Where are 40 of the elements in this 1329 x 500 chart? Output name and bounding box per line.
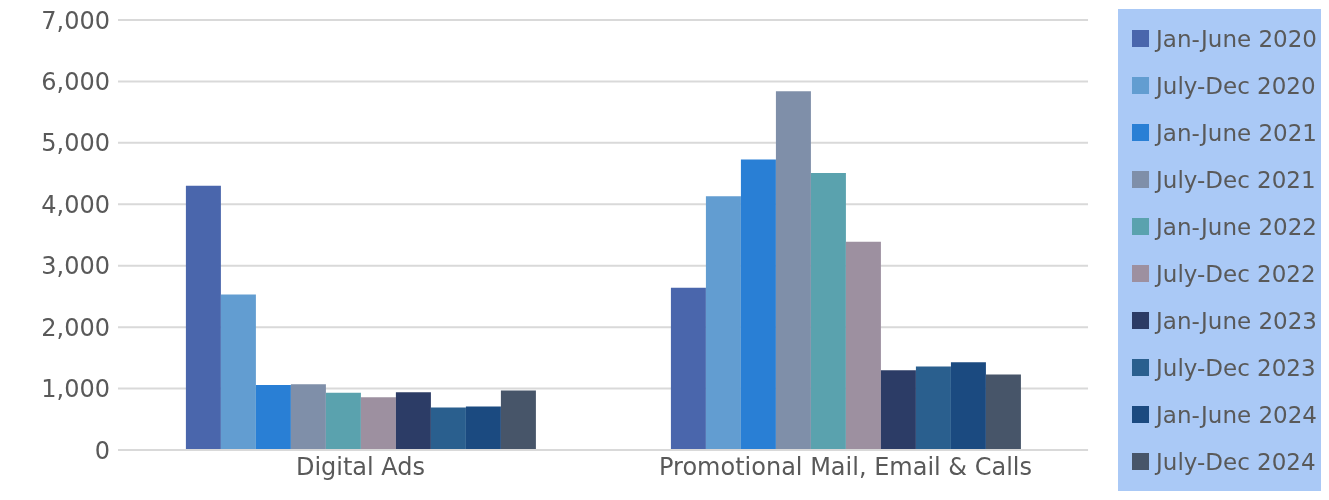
y-tick-label: 4,000 [41,190,110,219]
bar [705,196,741,450]
x-tick-label: Digital Ads [295,453,426,482]
legend-label: July-Dec 2020 [1156,72,1316,99]
y-tick-label: 5,000 [41,129,110,158]
legend-label: Jan-June 2021 [1156,119,1317,146]
bar [810,172,846,450]
legend-label: July-Dec 2021 [1156,166,1316,193]
bar [845,241,881,450]
bar [740,159,776,450]
legend-label: Jan-June 2020 [1156,25,1317,52]
bar [465,406,501,450]
bar [325,392,361,450]
bar [290,384,326,450]
legend-label: July-Dec 2024 [1156,448,1316,475]
y-tick-label: 1,000 [41,375,110,404]
legend-label: July-Dec 2023 [1156,354,1316,381]
y-tick-label: 3,000 [41,252,110,281]
legend-label: July-Dec 2022 [1156,260,1316,287]
y-tick-label: 6,000 [41,67,110,96]
bar [915,366,951,450]
bar [360,397,396,450]
bar [775,91,811,450]
bar [670,287,706,450]
y-tick-label: 0 [94,436,110,465]
bar [950,362,986,450]
legend-label: Jan-June 2024 [1156,401,1317,428]
bar [220,294,256,450]
x-tick-label: Promotional Mail, Email & Calls [659,453,1033,482]
bar [985,374,1021,450]
bar [430,407,466,450]
bar [255,384,291,450]
y-tick-label: 2,000 [41,313,110,342]
legend-label: Jan-June 2023 [1156,307,1317,334]
bar [395,392,431,450]
bar [500,390,536,450]
legend-label: Jan-June 2022 [1156,213,1317,240]
bar [880,370,916,450]
bar [185,185,221,450]
y-tick-label: 7,000 [41,6,110,35]
